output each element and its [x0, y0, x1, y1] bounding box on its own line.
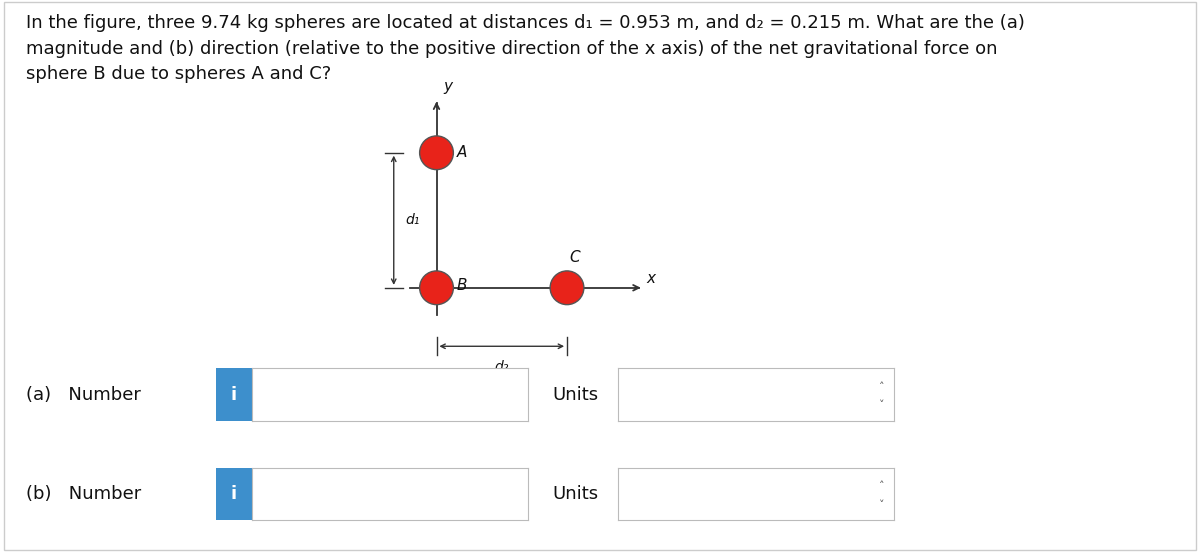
Text: i: i — [230, 485, 238, 503]
Circle shape — [420, 271, 454, 305]
Text: ˅: ˅ — [878, 400, 884, 410]
Text: d₂: d₂ — [494, 360, 509, 374]
Text: B: B — [457, 278, 467, 293]
Text: ˅: ˅ — [878, 500, 884, 509]
Text: ˄: ˄ — [878, 481, 884, 491]
Text: x: x — [647, 271, 656, 286]
Text: A: A — [457, 145, 467, 160]
Text: d₁: d₁ — [406, 213, 419, 227]
Text: y: y — [443, 79, 452, 94]
Text: i: i — [230, 386, 238, 404]
Text: C: C — [569, 250, 580, 266]
Text: ˄: ˄ — [878, 382, 884, 392]
Text: Units: Units — [552, 386, 598, 404]
Text: (b)   Number: (b) Number — [26, 485, 142, 503]
Circle shape — [550, 271, 584, 305]
Text: In the figure, three 9.74 kg spheres are located at distances d₁ = 0.953 m, and : In the figure, three 9.74 kg spheres are… — [26, 14, 1025, 83]
Circle shape — [420, 136, 454, 169]
Text: (a)   Number: (a) Number — [26, 386, 142, 404]
Text: Units: Units — [552, 485, 598, 503]
